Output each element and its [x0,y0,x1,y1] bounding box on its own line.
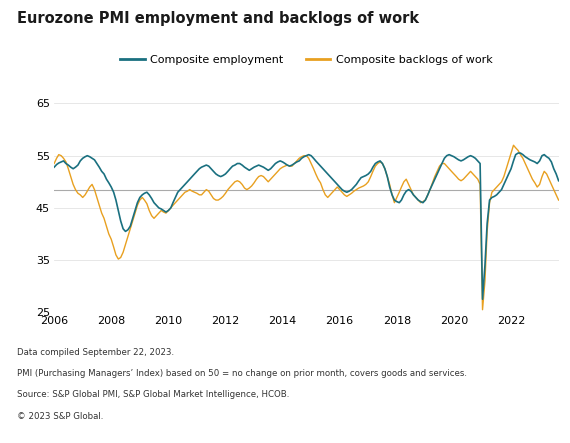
Text: Source: S&P Global PMI, S&P Global Market Intelligence, HCOB.: Source: S&P Global PMI, S&P Global Marke… [17,390,290,399]
Text: Data compiled September 22, 2023.: Data compiled September 22, 2023. [17,348,174,357]
Text: Eurozone PMI employment and backlogs of work: Eurozone PMI employment and backlogs of … [17,11,419,26]
Legend: Composite employment, Composite backlogs of work: Composite employment, Composite backlogs… [116,51,497,69]
Text: © 2023 S&P Global.: © 2023 S&P Global. [17,412,104,420]
Text: PMI (Purchasing Managers’ Index) based on 50 = no change on prior month, covers : PMI (Purchasing Managers’ Index) based o… [17,369,467,378]
